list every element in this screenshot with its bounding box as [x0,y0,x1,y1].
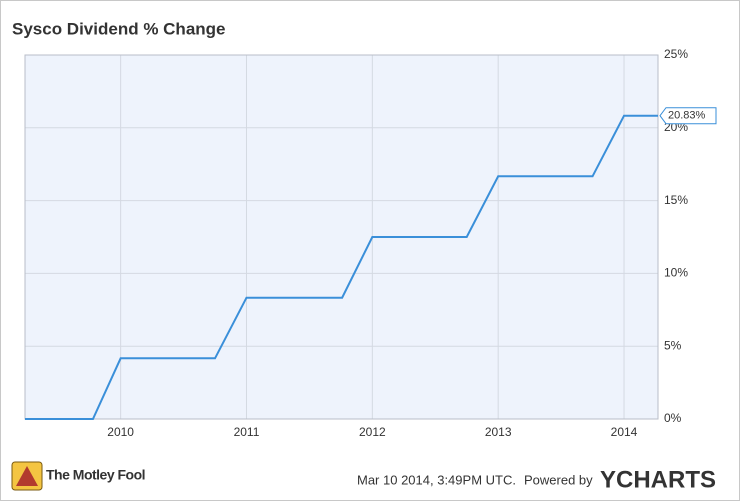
timestamp: Mar 10 2014, 3:49PM UTC. [357,472,516,487]
x-tick-label: 2014 [611,425,638,439]
y-tick-label: 0% [664,411,682,425]
plot-border [24,54,659,420]
value-label: 20.83% [668,110,706,122]
y-tick-label: 25% [664,47,688,61]
source-logo: The Motley Fool [46,467,145,483]
y-tick-label: 15% [664,193,688,207]
plot-area [25,55,658,419]
x-tick-label: 2010 [107,425,134,439]
y-tick-label: 10% [664,266,688,280]
x-tick-label: 2013 [485,425,512,439]
value-label-box [659,107,717,125]
y-tick-label: 5% [664,338,682,352]
motley-fool-logo [11,461,43,491]
chart-title: Sysco Dividend % Change [12,19,226,38]
line [25,114,658,420]
x-tick-label: 2011 [234,425,260,439]
x-tick-label: 2012 [359,425,386,439]
brand: YCHARTS [600,466,716,493]
powered-by: Powered by [524,472,593,487]
